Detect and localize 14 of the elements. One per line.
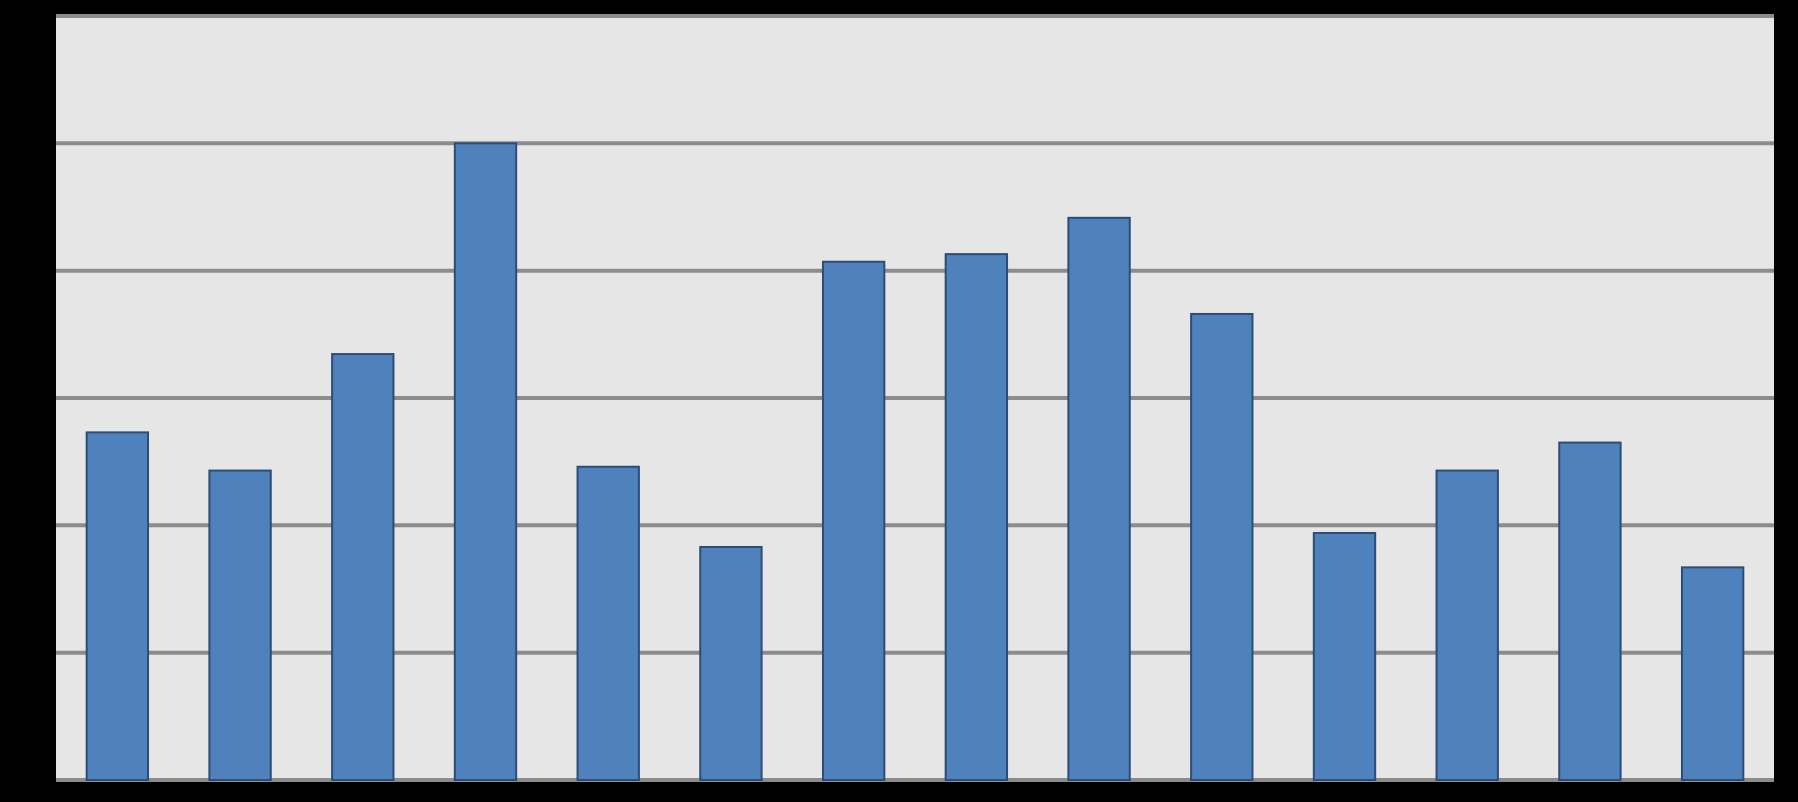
bar xyxy=(699,545,763,781)
bar xyxy=(1435,469,1499,781)
bar xyxy=(1558,441,1622,781)
bar xyxy=(821,260,886,781)
bar xyxy=(208,469,272,781)
bar xyxy=(85,431,150,781)
bar xyxy=(1067,216,1131,781)
bar xyxy=(944,253,1009,781)
bar xyxy=(331,353,395,781)
bar xyxy=(576,465,640,781)
bar xyxy=(1680,566,1745,781)
bar xyxy=(1190,312,1254,781)
bar xyxy=(453,142,518,781)
bar xyxy=(1312,531,1377,781)
